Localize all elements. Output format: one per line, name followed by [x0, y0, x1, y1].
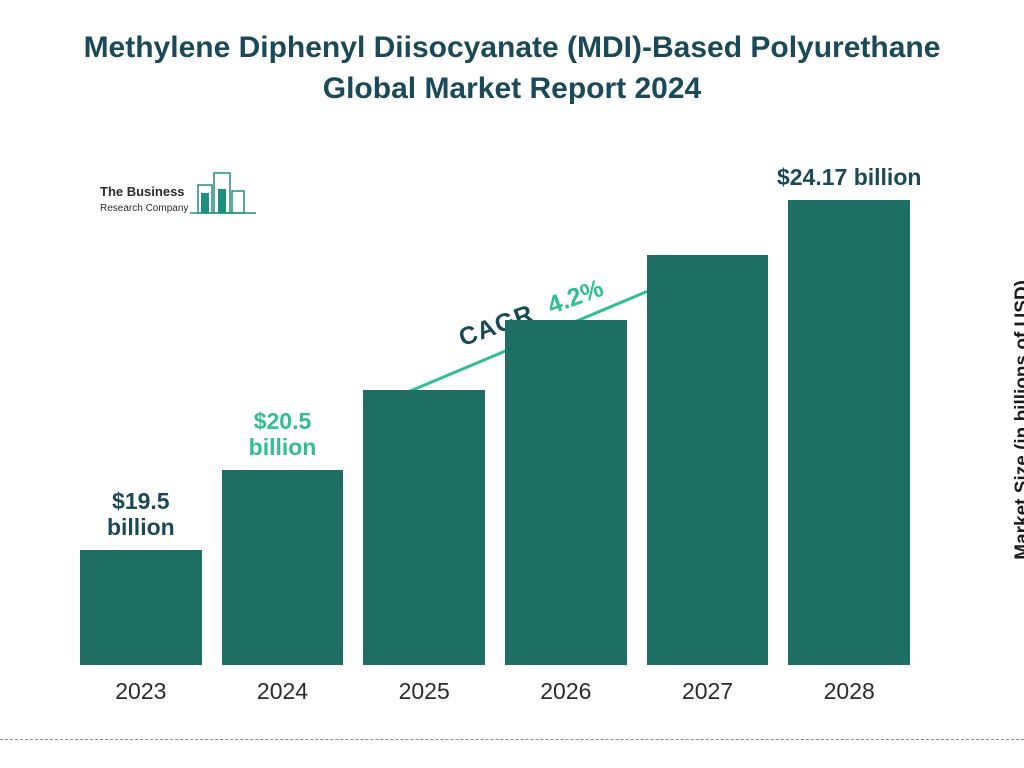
- bar: [80, 550, 202, 665]
- bar-2025: [363, 390, 485, 665]
- bar: [788, 200, 910, 665]
- bar: [647, 255, 769, 665]
- bars-container: $19.5 billion $20.5 billion $24.17 billi…: [70, 185, 920, 665]
- x-label: 2028: [788, 670, 910, 705]
- bar-value-label: $19.5 billion: [86, 489, 196, 540]
- bottom-divider: [0, 739, 1024, 740]
- x-label: 2023: [80, 670, 202, 705]
- y-axis-label: Market Size (in billions of USD): [1012, 280, 1024, 560]
- x-label: 2026: [505, 670, 627, 705]
- x-label: 2025: [363, 670, 485, 705]
- bar-2027: [647, 255, 769, 665]
- bar-2024: $20.5 billion: [222, 470, 344, 665]
- x-label: 2024: [222, 670, 344, 705]
- bar-value-label: $20.5 billion: [228, 409, 338, 460]
- bar: [505, 320, 627, 665]
- bar: [363, 390, 485, 665]
- bar: [222, 470, 344, 665]
- chart-area: The Business Research Company CAGR 4.2% …: [70, 145, 920, 705]
- bar-2028: $24.17 billion: [788, 200, 910, 665]
- bar-value-label: $24.17 billion: [777, 165, 921, 190]
- bar-2023: $19.5 billion: [80, 550, 202, 665]
- chart-title: Methylene Diphenyl Diisocyanate (MDI)-Ba…: [0, 0, 1024, 109]
- x-label: 2027: [647, 670, 769, 705]
- x-axis-labels: 2023 2024 2025 2026 2027 2028: [70, 670, 920, 705]
- bar-2026: [505, 320, 627, 665]
